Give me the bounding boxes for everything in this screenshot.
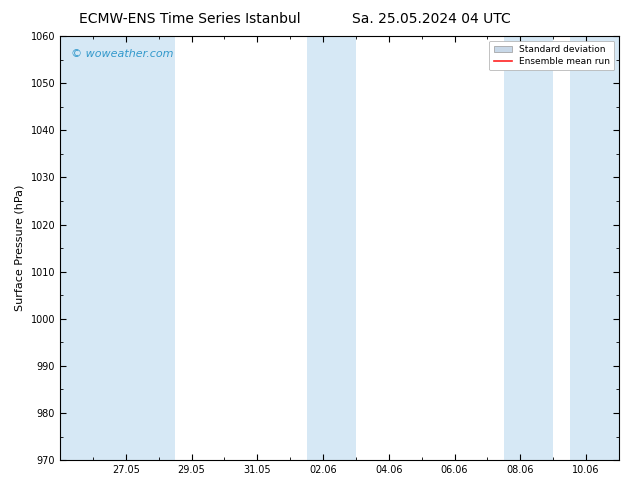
Bar (60, 36, 109, 460)
Bar (307, 36, 356, 460)
Text: Sa. 25.05.2024 04 UTC: Sa. 25.05.2024 04 UTC (352, 12, 510, 26)
Text: ECMW-ENS Time Series Istanbul: ECMW-ENS Time Series Istanbul (79, 12, 301, 26)
Y-axis label: Surface Pressure (hPa): Surface Pressure (hPa) (15, 185, 25, 311)
Legend: Standard deviation, Ensemble mean run: Standard deviation, Ensemble mean run (489, 41, 614, 71)
Bar (504, 36, 553, 460)
Bar (570, 36, 619, 460)
Bar (109, 36, 175, 460)
Text: © woweather.com: © woweather.com (71, 49, 174, 59)
